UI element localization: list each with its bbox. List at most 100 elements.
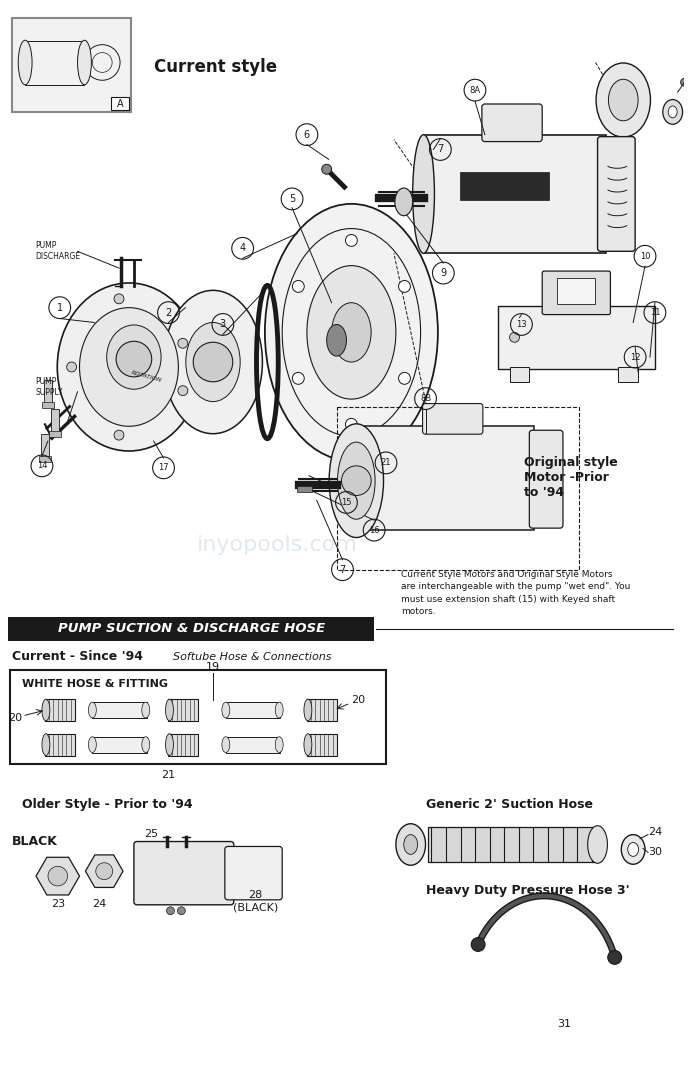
Ellipse shape [265,204,438,461]
Bar [460,172,549,199]
Circle shape [96,862,113,880]
Ellipse shape [275,702,283,718]
Bar [41,434,49,458]
Text: 8A: 8A [469,85,480,95]
Text: Softube Hose & Connections: Softube Hose & Connections [173,651,332,662]
Bar [44,379,52,403]
Text: 6: 6 [304,129,310,140]
Circle shape [322,164,332,175]
Ellipse shape [164,290,263,433]
FancyBboxPatch shape [482,103,542,141]
Text: A: A [117,99,124,109]
Circle shape [167,907,174,914]
Ellipse shape [166,734,173,756]
Circle shape [114,430,124,440]
Circle shape [346,235,357,247]
Circle shape [193,342,233,382]
Text: 14: 14 [37,461,47,470]
Text: 31: 31 [557,1020,571,1029]
Text: Older Style - Prior to '94: Older Style - Prior to '94 [22,799,193,812]
FancyBboxPatch shape [169,700,198,721]
Text: 23: 23 [50,899,65,909]
FancyBboxPatch shape [598,137,635,251]
Bar [557,278,594,304]
Ellipse shape [304,700,312,721]
Bar [10,671,386,764]
Bar [226,702,281,718]
Text: 1: 1 [57,303,63,313]
Circle shape [681,79,688,86]
Ellipse shape [88,736,96,752]
Ellipse shape [609,80,638,121]
Ellipse shape [18,40,32,85]
Bar [111,97,129,110]
Text: 20: 20 [352,695,366,705]
Circle shape [178,907,185,914]
Ellipse shape [88,702,96,718]
Bar [297,485,312,492]
Ellipse shape [275,736,283,752]
Bar [42,402,54,407]
Text: WHITE HOSE & FITTING: WHITE HOSE & FITTING [22,679,168,689]
Text: 7: 7 [437,144,444,154]
Circle shape [346,418,357,430]
Text: 9: 9 [440,268,446,278]
Bar [51,410,59,433]
Text: 15: 15 [341,498,352,507]
Text: Original style
Motor -Prior
to '94: Original style Motor -Prior to '94 [524,456,618,499]
Text: 11: 11 [650,308,660,317]
Bar [618,367,638,382]
Text: ROTATION: ROTATION [131,371,162,384]
Text: Heavy Duty Pressure Hose 3': Heavy Duty Pressure Hose 3' [426,884,630,898]
Ellipse shape [587,826,607,863]
Text: 21: 21 [162,771,176,780]
Text: PUMP
DISCHARGE: PUMP DISCHARGE [35,241,80,261]
Ellipse shape [79,307,178,426]
Text: 25: 25 [144,829,158,839]
Text: 8B: 8B [420,395,431,403]
Text: 30: 30 [648,847,662,857]
Ellipse shape [142,702,150,718]
Ellipse shape [413,135,435,253]
Circle shape [178,386,188,396]
Bar [93,702,146,718]
FancyBboxPatch shape [225,846,282,900]
Ellipse shape [395,188,413,216]
Text: 10: 10 [640,252,650,261]
Text: PUMP
SUPPLY: PUMP SUPPLY [35,376,62,397]
Ellipse shape [222,702,230,718]
Text: 19: 19 [206,662,220,672]
FancyBboxPatch shape [529,430,563,528]
FancyBboxPatch shape [424,135,607,253]
Bar [93,736,146,752]
Circle shape [341,466,371,496]
Ellipse shape [304,734,312,756]
Ellipse shape [621,834,645,865]
Circle shape [48,867,68,886]
Text: 17: 17 [158,464,169,472]
FancyBboxPatch shape [307,734,337,756]
Circle shape [116,342,152,377]
Text: 4: 4 [240,244,246,253]
Text: 28
(BLACK): 28 (BLACK) [233,889,278,912]
FancyBboxPatch shape [423,403,483,434]
Text: Current Style Motors and Original Style Motors
are interchangeable with the pump: Current Style Motors and Original Style … [401,569,630,617]
Ellipse shape [42,700,50,721]
Text: 21: 21 [381,458,391,468]
Text: BLACK: BLACK [12,835,58,848]
FancyBboxPatch shape [542,271,610,315]
Ellipse shape [42,734,50,756]
Text: Generic 2' Suction Hose: Generic 2' Suction Hose [426,799,593,812]
FancyBboxPatch shape [134,842,234,904]
Bar [25,41,84,85]
Text: 2: 2 [165,307,171,318]
Circle shape [66,362,77,372]
Ellipse shape [663,99,683,124]
FancyBboxPatch shape [307,700,337,721]
Text: PUMP SUCTION & DISCHARGE HOSE: PUMP SUCTION & DISCHARGE HOSE [57,622,325,635]
Circle shape [292,280,304,292]
FancyBboxPatch shape [357,426,534,530]
Ellipse shape [327,324,346,356]
Text: inyopools.com: inyopools.com [197,535,358,555]
Ellipse shape [166,700,173,721]
